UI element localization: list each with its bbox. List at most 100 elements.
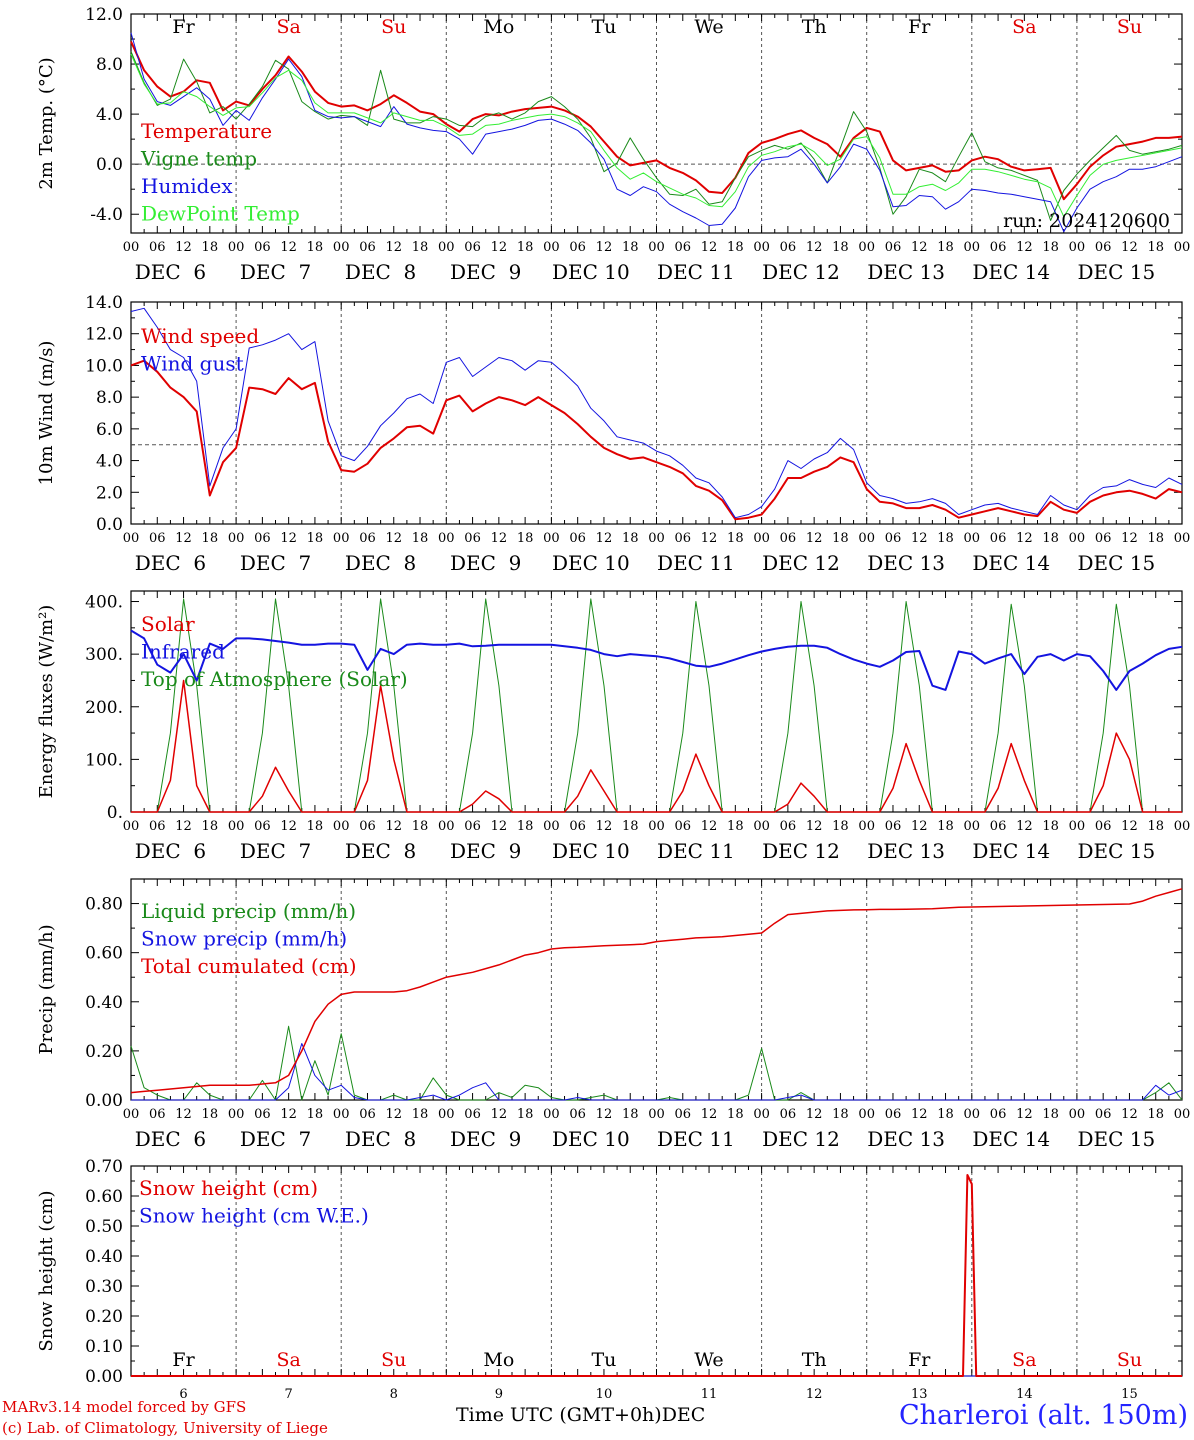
series-line-vigne-temp	[130, 51, 1183, 221]
legend-item: Liquid precip (mm/h)	[141, 899, 356, 923]
y-tick-label: -4.0	[90, 205, 123, 225]
hour-label: 06	[149, 531, 166, 546]
meteogram: 12.0 8.0 4.0 0.0 -4.0 2m Temp. (°C) Temperatur…	[36, 5, 1190, 1400]
day-number-label: 12	[806, 1387, 823, 1400]
hour-label: 00	[964, 1107, 981, 1122]
hour-label: 06	[149, 819, 166, 834]
date-label: DEC 15	[1077, 260, 1155, 284]
y-axis-title: Precip (mm/h)	[36, 924, 57, 1054]
hour-label: 12	[1121, 240, 1138, 255]
hour-label: 12	[175, 531, 192, 546]
day-number-label: 15	[1121, 1387, 1138, 1400]
panel-4: 0.80 0.60 0.40 0.20 0.00 Precip (mm/h) Liquid …	[36, 878, 1190, 1151]
weekday-label: Su	[381, 16, 406, 38]
hour-label: 06	[254, 1107, 271, 1122]
hour-label: 18	[622, 1107, 639, 1122]
date-label: DEC 10	[552, 551, 630, 575]
hour-label: 00	[333, 531, 350, 546]
date-label: DEC 9	[450, 551, 521, 575]
date-label: DEC 9	[450, 1127, 521, 1151]
hour-label: 00	[1069, 240, 1086, 255]
date-label: DEC 12	[762, 260, 840, 284]
hour-label: 12	[1016, 240, 1033, 255]
hour-label: 12	[280, 531, 297, 546]
hour-label: 12	[1016, 819, 1033, 834]
date-label: DEC 12	[762, 1127, 840, 1151]
series-line-snow-height-cm-	[131, 1174, 1182, 1377]
hour-label: 12	[491, 1107, 508, 1122]
hour-label: 18	[937, 531, 954, 546]
date-label: DEC 10	[552, 1127, 630, 1151]
hour-label: 00	[858, 1107, 875, 1122]
y-tick-label: 0.0	[96, 155, 123, 175]
weekday-label: Su	[1117, 1349, 1142, 1371]
date-label: DEC 7	[240, 260, 311, 284]
weekday-label: Su	[381, 1349, 406, 1371]
date-label: DEC 14	[972, 260, 1050, 284]
hour-label: 06	[780, 1107, 797, 1122]
hour-label: 12	[701, 819, 718, 834]
weekday-label: Sa	[1012, 16, 1036, 38]
hour-label: 00	[123, 819, 140, 834]
hour-label: 12	[911, 1107, 928, 1122]
y-tick-label: 200.	[85, 698, 123, 718]
date-label: DEC 6	[135, 1127, 206, 1151]
weekday-label: Sa	[1012, 1349, 1036, 1371]
hour-label: 00	[228, 1107, 245, 1122]
legend-item: Wind gust	[141, 352, 244, 376]
date-label: DEC 8	[345, 260, 416, 284]
hour-label: 12	[175, 819, 192, 834]
hour-label: 18	[1147, 819, 1164, 834]
hour-label: 06	[780, 531, 797, 546]
hour-label: 06	[464, 240, 481, 255]
date-label: DEC 9	[450, 260, 521, 284]
hour-label: 06	[675, 1107, 692, 1122]
legend-item: Snow precip (mm/h)	[141, 927, 347, 951]
hour-label: 18	[412, 819, 429, 834]
hour-label: 00	[333, 819, 350, 834]
y-tick-label: 400.	[85, 593, 123, 613]
day-number-label: 6	[179, 1387, 187, 1400]
weekday-label: Fr	[908, 16, 931, 38]
hour-label: 18	[1042, 819, 1059, 834]
weekday-label: Fr	[172, 1349, 195, 1371]
hour-label: 18	[1042, 240, 1059, 255]
hour-label: 00	[858, 531, 875, 546]
weekday-label: Th	[802, 1349, 827, 1371]
y-tick-label: 0.70	[85, 1157, 123, 1177]
y-tick-label: 100.	[85, 750, 123, 770]
date-label: DEC 7	[240, 839, 311, 863]
y-axis-title: 10m Wind (m/s)	[36, 341, 57, 486]
panel-1: 12.0 8.0 4.0 0.0 -4.0 2m Temp. (°C) Temperatur…	[36, 5, 1190, 284]
series-line-solar	[131, 679, 1182, 813]
hour-label: 12	[1121, 819, 1138, 834]
hour-label: 18	[1147, 240, 1164, 255]
hour-label: 18	[937, 819, 954, 834]
y-tick-label: 4.0	[96, 452, 123, 472]
date-label: DEC 13	[867, 839, 945, 863]
hour-label: 12	[385, 819, 402, 834]
hour-label: 12	[806, 531, 823, 546]
hour-label: 06	[990, 240, 1007, 255]
time-axis-month: DEC	[661, 1404, 706, 1426]
hour-label: 06	[1095, 240, 1112, 255]
hour-label: 18	[307, 819, 324, 834]
hour-label: 00	[543, 1107, 560, 1122]
y-tick-label: 0.30	[85, 1277, 123, 1297]
legend-item: Infrared	[141, 640, 225, 664]
weekday-label: We	[694, 16, 723, 38]
hour-label: 00	[964, 240, 981, 255]
panel-5: 0.70 0.60 0.50 0.40 0.30 0.20 0.10 0.00 Snow hei…	[36, 1157, 1183, 1400]
hour-label: 00	[1069, 531, 1086, 546]
hour-label: 06	[359, 531, 376, 546]
hour-label: 00	[543, 819, 560, 834]
weekday-label: Mo	[483, 1349, 514, 1371]
hour-label: 18	[937, 1107, 954, 1122]
hour-label: 00	[228, 240, 245, 255]
date-label: DEC 8	[345, 839, 416, 863]
hour-label: 06	[675, 240, 692, 255]
y-tick-label: 300.	[85, 645, 123, 665]
hour-label: 18	[832, 531, 849, 546]
hour-label: 12	[175, 1107, 192, 1122]
hour-label: 12	[806, 1107, 823, 1122]
